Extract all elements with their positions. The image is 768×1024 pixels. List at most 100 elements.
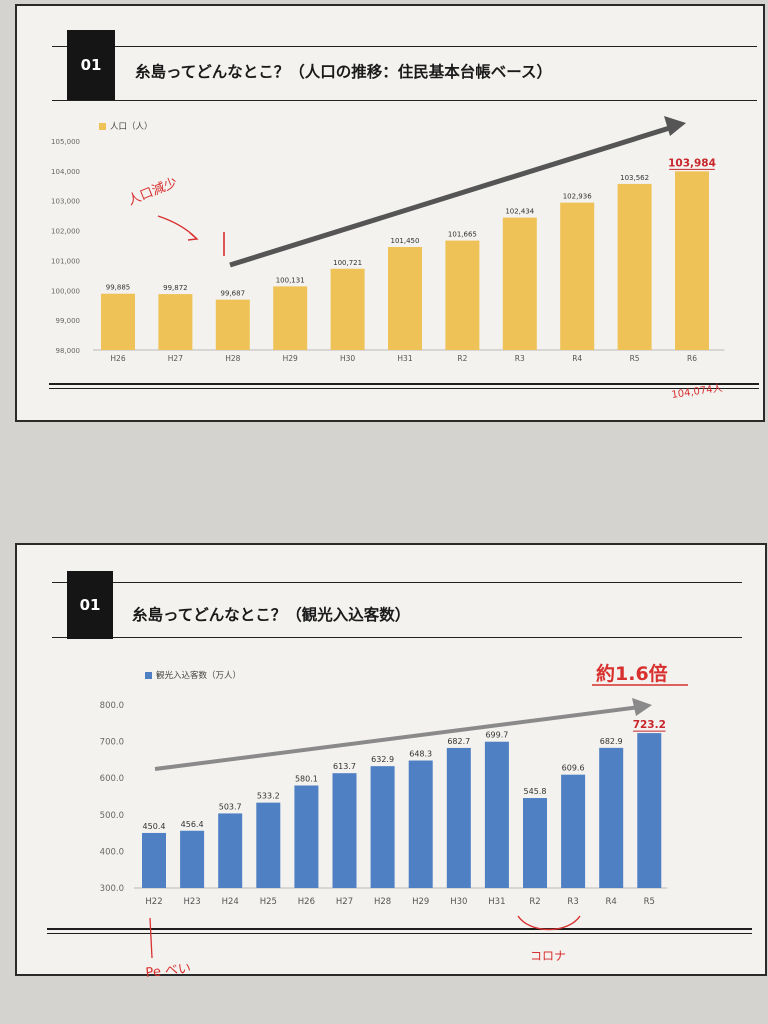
- handwritten-left-note: Pe べい: [145, 961, 192, 981]
- data-label: 682.9: [600, 737, 623, 746]
- x-tick-label: H24: [222, 897, 239, 907]
- x-tick-label: H25: [260, 897, 277, 907]
- data-label: 100,721: [333, 259, 362, 267]
- legend-label: 人口（人）: [110, 122, 153, 132]
- footer-rule-thin: [49, 388, 759, 389]
- bar: [484, 741, 509, 888]
- x-tick-label: R2: [529, 897, 540, 907]
- bar: [561, 774, 586, 888]
- bar: [637, 733, 662, 888]
- x-tick-label: H22: [145, 897, 162, 907]
- y-tick-label: 300.0: [100, 884, 124, 894]
- y-tick-label: 102,000: [51, 228, 80, 236]
- footer-rule-thin: [47, 933, 752, 934]
- x-tick-label: H28: [374, 897, 391, 907]
- growth-callout: 約1.6倍: [596, 662, 668, 685]
- data-label: 632.9: [371, 755, 394, 764]
- bar: [101, 293, 135, 350]
- trend-arrow-head: [632, 698, 652, 716]
- bar: [218, 813, 243, 888]
- x-tick-label: H26: [298, 897, 315, 907]
- bar: [273, 286, 308, 350]
- y-tick-label: 100,000: [51, 287, 80, 295]
- bar: [523, 798, 547, 888]
- x-tick-label: H31: [397, 354, 412, 363]
- x-tick-label: H23: [183, 897, 200, 907]
- bar: [370, 766, 395, 888]
- x-tick-label: H30: [340, 354, 355, 363]
- trend-arrow: [154, 705, 641, 771]
- bar: [388, 246, 422, 350]
- data-label: 101,450: [391, 237, 420, 245]
- slide-tourism: 01 糸島ってどんなとこ？（観光入込客数） 観光入込客数（万人）: [15, 543, 767, 976]
- pen-arrowhead: [187, 232, 199, 241]
- section-number-badge: 01: [67, 30, 115, 100]
- data-label: 100,131: [276, 276, 305, 284]
- x-tick-label: H29: [283, 354, 298, 363]
- data-label-highlight: 723.2: [633, 719, 666, 731]
- y-tick-label: 800.0: [100, 701, 124, 711]
- x-tick-label: H27: [168, 354, 183, 363]
- data-label: 648.3: [409, 750, 432, 759]
- header-rule-top: [52, 46, 757, 47]
- footer-rule: [49, 383, 759, 385]
- bar: [158, 294, 193, 350]
- y-tick-label: 700.0: [100, 738, 124, 748]
- data-label: 99,687: [221, 290, 246, 298]
- data-label: 533.2: [257, 792, 280, 801]
- y-tick-label: 104,000: [51, 168, 80, 176]
- trend-arrow-head: [664, 116, 686, 136]
- y-tick-label: 99,000: [56, 317, 81, 325]
- x-tick-label: H26: [110, 354, 125, 363]
- data-label: 580.1: [295, 774, 318, 783]
- pen-mark-left: [149, 917, 153, 959]
- header-rule-bottom: [52, 637, 742, 638]
- y-tick-label: 500.0: [100, 811, 124, 821]
- header-rule-bottom: [52, 100, 757, 101]
- section-number-badge: 01: [67, 571, 113, 639]
- data-label: 503.7: [219, 802, 242, 811]
- bar: [560, 202, 595, 350]
- bar: [446, 747, 471, 888]
- bar: [330, 268, 365, 350]
- y-tick-label: 400.0: [100, 847, 124, 857]
- y-tick-label: 98,000: [56, 347, 81, 355]
- x-tick-label: H27: [336, 897, 353, 907]
- data-label: 99,885: [106, 284, 131, 292]
- data-label: 101,665: [448, 231, 477, 239]
- bar: [408, 760, 433, 888]
- x-tick-label: H30: [450, 897, 467, 907]
- bar: [294, 785, 319, 888]
- x-tick-label: R4: [572, 354, 582, 363]
- x-tick-label: R4: [606, 897, 617, 907]
- bar: [675, 171, 709, 350]
- data-label: 99,872: [163, 284, 188, 292]
- bar: [617, 183, 652, 350]
- y-tick-label: 101,000: [51, 257, 80, 265]
- data-label: 456.4: [181, 820, 204, 829]
- header-rule-top: [52, 582, 742, 583]
- data-label: 609.6: [562, 764, 585, 773]
- x-tick-label: R2: [457, 354, 467, 363]
- data-label: 102,936: [563, 193, 592, 201]
- x-tick-label: R6: [687, 354, 697, 363]
- bar: [142, 832, 166, 888]
- data-label: 682.7: [447, 737, 470, 746]
- bar: [215, 299, 250, 350]
- x-tick-label: R3: [515, 354, 525, 363]
- population-chart: 98,000 99,000 100,000 101,000 102,000 103,000…: [51, 116, 725, 401]
- y-tick-label: 600.0: [100, 774, 124, 784]
- legend-swatch: [145, 671, 152, 679]
- legend-label: 観光入込客数（万人）: [156, 671, 242, 681]
- bar: [180, 830, 205, 888]
- data-label: 103,562: [620, 174, 649, 182]
- data-label: 699.7: [485, 731, 508, 740]
- x-tick-label: R5: [644, 897, 655, 907]
- data-label: 450.4: [143, 822, 166, 831]
- bar: [332, 773, 357, 888]
- bar: [599, 747, 624, 888]
- bar: [256, 802, 281, 888]
- data-label-highlight: 103,984: [668, 157, 716, 169]
- x-tick-label: H29: [412, 897, 429, 907]
